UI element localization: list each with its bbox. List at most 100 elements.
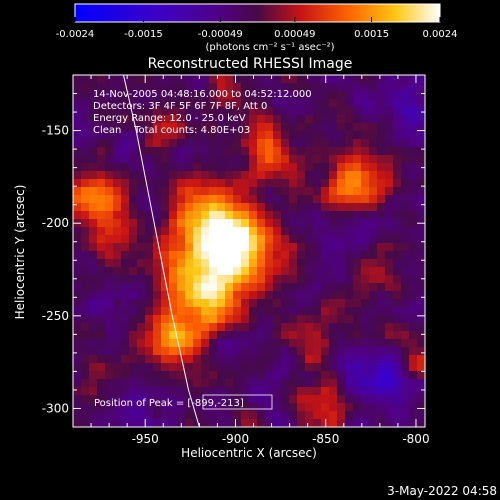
heatmap-cell — [409, 307, 418, 316]
heatmap-cell — [185, 99, 194, 108]
heatmap-cell — [129, 331, 138, 340]
heatmap-cell — [73, 403, 82, 412]
heatmap-cell — [121, 195, 130, 204]
heatmap-cell — [129, 339, 138, 348]
heatmap-cell — [121, 371, 130, 380]
heatmap-cell — [201, 403, 210, 412]
heatmap-cell — [161, 139, 170, 148]
heatmap-cell — [305, 363, 314, 372]
heatmap-cell — [161, 131, 170, 140]
heatmap-cell — [377, 339, 386, 348]
heatmap-cell — [97, 251, 106, 260]
heatmap-cell — [345, 75, 354, 84]
chart-title: Reconstructed RHESSI Image — [148, 56, 353, 72]
heatmap-cell — [369, 195, 378, 204]
heatmap-cell — [417, 91, 426, 100]
heatmap-cell — [145, 115, 154, 124]
heatmap-cell — [241, 203, 250, 212]
heatmap-cell — [105, 267, 114, 276]
heatmap-cell — [273, 211, 282, 220]
heatmap-cell — [329, 395, 338, 404]
heatmap-cell — [105, 355, 114, 364]
heatmap-cell — [337, 403, 346, 412]
heatmap-cell — [257, 387, 266, 396]
heatmap-cell — [225, 99, 234, 108]
heatmap-cell — [241, 419, 250, 428]
heatmap-cell — [81, 331, 90, 340]
heatmap-cell — [169, 371, 178, 380]
heatmap-cell — [89, 363, 98, 372]
heatmap-cell — [257, 395, 266, 404]
heatmap-cell — [177, 395, 186, 404]
heatmap-cell — [225, 259, 234, 268]
heatmap-cell — [281, 379, 290, 388]
heatmap-cell — [201, 179, 210, 188]
heatmap-cell — [345, 131, 354, 140]
heatmap-cell — [297, 219, 306, 228]
heatmap-cell — [145, 299, 154, 308]
heatmap-cell — [73, 139, 82, 148]
heatmap-cell — [249, 99, 258, 108]
heatmap-cell — [417, 115, 426, 124]
heatmap-cell — [169, 251, 178, 260]
heatmap-cell — [185, 203, 194, 212]
heatmap-cell — [105, 83, 114, 92]
heatmap-cell — [121, 403, 130, 412]
heatmap-cell — [185, 283, 194, 292]
heatmap-cell — [321, 331, 330, 340]
heatmap-cell — [97, 323, 106, 332]
heatmap-cell — [185, 75, 194, 84]
x-tick-label: -900 — [222, 432, 249, 446]
heatmap-cell — [281, 275, 290, 284]
heatmap-cell — [289, 307, 298, 316]
heatmap-cell — [353, 75, 362, 84]
heatmap-cell — [177, 195, 186, 204]
heatmap-cell — [89, 299, 98, 308]
heatmap-cell — [385, 131, 394, 140]
heatmap-cell — [153, 291, 162, 300]
heatmap-cell — [297, 363, 306, 372]
heatmap-cell — [305, 235, 314, 244]
heatmap-cell — [305, 283, 314, 292]
heatmap-cell — [145, 91, 154, 100]
heatmap-cell — [137, 187, 146, 196]
heatmap-cell — [289, 235, 298, 244]
heatmap-cell — [193, 307, 202, 316]
heatmap-cell — [217, 163, 226, 172]
heatmap-cell — [177, 211, 186, 220]
heatmap-cell — [353, 339, 362, 348]
heatmap-cell — [225, 155, 234, 164]
heatmap-cell — [289, 171, 298, 180]
heatmap-cell — [257, 411, 266, 420]
heatmap-cell — [409, 195, 418, 204]
heatmap-cell — [89, 371, 98, 380]
annotation-energy-range: Energy Range: 12.0 - 25.0 keV — [93, 113, 246, 124]
heatmap-cell — [337, 275, 346, 284]
heatmap-cell — [169, 139, 178, 148]
heatmap-cell — [105, 227, 114, 236]
heatmap-cell — [377, 243, 386, 252]
heatmap-cell — [233, 243, 242, 252]
heatmap-cell — [337, 219, 346, 228]
heatmap-cell — [97, 235, 106, 244]
heatmap-cell — [417, 251, 426, 260]
heatmap-cell — [329, 347, 338, 356]
heatmap-cell — [345, 91, 354, 100]
heatmap-cell — [161, 147, 170, 156]
heatmap-cell — [161, 163, 170, 172]
heatmap-cell — [217, 131, 226, 140]
heatmap-cell — [233, 251, 242, 260]
heatmap-cell — [377, 291, 386, 300]
heatmap-cell — [105, 203, 114, 212]
heatmap-cell — [257, 419, 266, 428]
heatmap-cell — [153, 339, 162, 348]
heatmap-cell — [281, 235, 290, 244]
heatmap-cell — [129, 411, 138, 420]
heatmap-cell — [113, 187, 122, 196]
heatmap-cell — [81, 307, 90, 316]
heatmap-cell — [233, 75, 242, 84]
heatmap-cell — [337, 323, 346, 332]
heatmap-cell — [265, 139, 274, 148]
heatmap-cell — [273, 371, 282, 380]
heatmap-cell — [161, 323, 170, 332]
